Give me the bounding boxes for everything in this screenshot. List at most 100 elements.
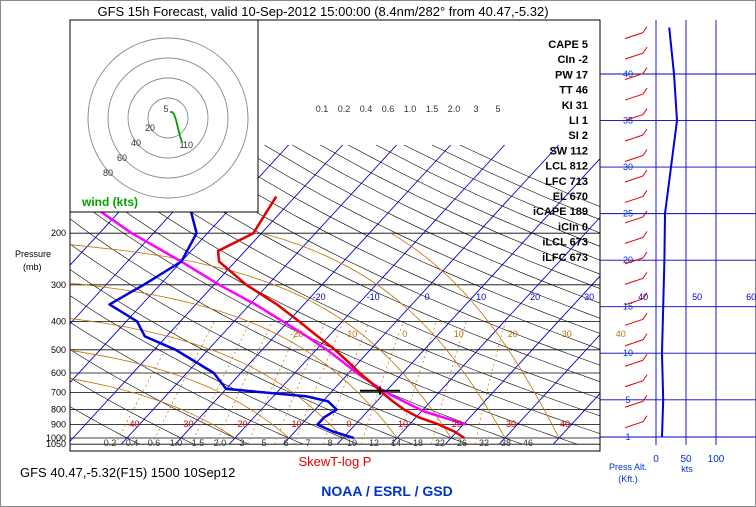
hodograph-point-label: 5 bbox=[163, 104, 168, 114]
altitude-tick-label: 5 bbox=[625, 395, 630, 405]
mixing-ratio-label-bottom: 2.0 bbox=[214, 438, 227, 448]
hodograph-point-label: 1 bbox=[179, 140, 184, 150]
mixing-ratio-label-bottom: 38 bbox=[501, 438, 511, 448]
wind-barb bbox=[624, 149, 648, 162]
index-label: KI 31 bbox=[562, 100, 588, 112]
isotherm-label-lower: 0 bbox=[346, 419, 351, 429]
mixing-ratio-label-top: 0.1 bbox=[316, 104, 329, 114]
isotherm-line bbox=[70, 144, 343, 442]
hodograph-ring-label: 20 bbox=[145, 123, 155, 133]
dry-adiabat-line bbox=[70, 406, 140, 445]
wind-barb-staff bbox=[624, 277, 644, 285]
index-label: iLFC 673 bbox=[542, 252, 588, 264]
wind-barb-staff bbox=[624, 114, 644, 122]
dry-adiabat-line bbox=[70, 349, 249, 445]
hodograph-box bbox=[69, 19, 259, 213]
wind-barb-staff bbox=[624, 380, 644, 388]
wind-altitude-unit: (Kft.) bbox=[618, 474, 638, 484]
wind-barb bbox=[624, 251, 648, 265]
wind-barb-staff bbox=[624, 339, 644, 347]
isotherm-label: 10 bbox=[476, 292, 486, 302]
index-label: iLCL 673 bbox=[542, 237, 588, 249]
moist-adiabat-line bbox=[390, 232, 560, 439]
isotherm-label: 40 bbox=[638, 292, 648, 302]
mixing-ratio-label-top: 1.5 bbox=[426, 104, 439, 114]
isotherm-label-lower: -20 bbox=[234, 419, 247, 429]
isotherm-label: 50 bbox=[692, 292, 702, 302]
wind-barb-feather bbox=[642, 108, 648, 115]
pressure-tick-label: 500 bbox=[51, 345, 66, 355]
wind-barb-staff bbox=[624, 52, 644, 60]
isotherm-line bbox=[120, 144, 397, 445]
mixing-ratio-label-bottom: 12 bbox=[369, 438, 379, 448]
adiabat-label: 20 bbox=[508, 329, 518, 339]
mixing-ratio-label-bottom: 6 bbox=[283, 438, 288, 448]
dry-adiabat-line bbox=[70, 243, 468, 445]
pressure-tick-label: 200 bbox=[51, 228, 66, 238]
mixing-ratio-label-bottom: 7 bbox=[305, 438, 310, 448]
wind-barb-staff bbox=[624, 155, 644, 162]
mixing-ratio-label-bottom: 0.2 bbox=[104, 438, 117, 448]
mixing-ratio-label-top: 3 bbox=[473, 104, 478, 114]
isotherm-label-lower: -40 bbox=[126, 419, 139, 429]
altitude-tick-label: 1 bbox=[625, 432, 630, 442]
wind-barb-feather bbox=[642, 190, 648, 197]
dry-adiabat-line bbox=[264, 144, 600, 304]
footer-brand: NOAA / ESRL / GSD bbox=[321, 483, 452, 499]
isotherm-label: 0 bbox=[425, 292, 430, 302]
pressure-axis-unit: (mb) bbox=[23, 262, 42, 272]
footer-left: GFS 40.47,-5.32(F15) 1500 10Sep12 bbox=[20, 465, 235, 480]
adiabat-label: 10 bbox=[454, 329, 464, 339]
wind-barb bbox=[624, 87, 648, 101]
wind-barb bbox=[624, 231, 648, 244]
dry-adiabat-line bbox=[292, 144, 600, 289]
profiles-layer bbox=[78, 195, 467, 440]
pressure-tick-label: 800 bbox=[51, 405, 66, 415]
index-label: SI 2 bbox=[568, 130, 588, 142]
wind-barb-feather bbox=[642, 67, 648, 74]
wind-barb-staff bbox=[624, 257, 644, 265]
index-label: PW 17 bbox=[555, 69, 588, 81]
mixing-ratio-label-bottom: 14 bbox=[391, 438, 401, 448]
parcel-profile bbox=[78, 195, 467, 426]
pressure-tick-label: 1000 bbox=[46, 433, 66, 443]
wind-barb-staff bbox=[624, 318, 644, 326]
mixing-ratio-label-top: 1.0 bbox=[404, 104, 417, 114]
mixing-ratio-label-top: 0.4 bbox=[360, 104, 373, 114]
hodograph-ring bbox=[87, 37, 249, 199]
mixing-ratio-label-top: 5 bbox=[495, 104, 500, 114]
isotherm-label: -10 bbox=[367, 292, 380, 302]
wind-barb bbox=[624, 210, 648, 224]
wind-barb-feather bbox=[642, 313, 648, 320]
wind-barb bbox=[624, 67, 648, 81]
pressure-tick-label: 400 bbox=[51, 316, 66, 326]
hodograph-layer: 20 40 60 80 5 101 bbox=[87, 37, 249, 199]
isotherm-label-lower: -30 bbox=[180, 419, 193, 429]
wind-barb-feather bbox=[642, 251, 648, 259]
dry-adiabat-line bbox=[70, 377, 194, 445]
index-label: iCAPE 189 bbox=[533, 206, 588, 218]
wind-barb bbox=[624, 108, 648, 122]
wind-barb bbox=[624, 190, 648, 203]
wind-barb-staff bbox=[624, 421, 644, 429]
wind-barb-feather bbox=[642, 231, 648, 238]
pressure-tick-label: 700 bbox=[51, 388, 66, 398]
hodograph-ring-label: 60 bbox=[117, 153, 127, 163]
wind-barb bbox=[624, 26, 648, 40]
wind-barb-feather bbox=[642, 128, 648, 136]
dry-adiabat-line bbox=[124, 144, 600, 382]
isotherm-line bbox=[0, 145, 19, 444]
wind-barb bbox=[624, 272, 648, 285]
mixing-ratio-label-bottom: 22 bbox=[435, 438, 445, 448]
index-label: CAPE 5 bbox=[548, 39, 588, 51]
altitude-tick-label: 20 bbox=[623, 255, 633, 265]
moist-adiabat-line bbox=[70, 244, 452, 439]
mixing-ratio-label-bottom: 18 bbox=[413, 438, 423, 448]
index-label: iCIn 0 bbox=[558, 221, 588, 233]
moist-adiabat-line bbox=[70, 318, 344, 439]
altitude-tick-label: 15 bbox=[623, 302, 633, 312]
altitude-tick-label: 40 bbox=[623, 69, 633, 79]
altitude-tick-label: 35 bbox=[623, 116, 633, 126]
hodograph-trace bbox=[170, 111, 183, 143]
